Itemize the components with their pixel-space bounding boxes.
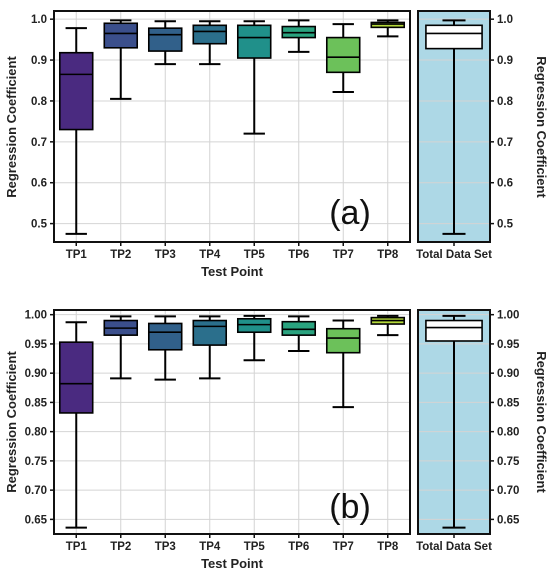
ytick-label-left: 0.5 bbox=[31, 219, 48, 231]
box-tp6 bbox=[281, 19, 317, 53]
y-axis-title-right: Regression Coefficient bbox=[534, 351, 549, 493]
ytick-label-left: 0.80 bbox=[25, 427, 47, 439]
ytick-label-left: 0.95 bbox=[25, 339, 48, 351]
xtick-label: TP4 bbox=[199, 541, 221, 553]
box-iqr bbox=[370, 21, 406, 29]
xtick-label: TP7 bbox=[333, 249, 354, 261]
ytick-label-right: 0.65 bbox=[497, 514, 520, 526]
box-tp6 bbox=[281, 315, 317, 352]
ytick-label-right: 0.80 bbox=[497, 427, 519, 439]
box-iqr bbox=[147, 27, 183, 52]
box-total bbox=[425, 314, 483, 529]
box-iqr bbox=[192, 319, 228, 346]
xtick-label-total: Total Data Set bbox=[416, 541, 492, 553]
box-iqr bbox=[192, 24, 228, 45]
chart-panel-b: 0.65 0.65 0.70 0.70 0.75 0.75 0.80 0.80 0.85 0.85… bbox=[4, 309, 549, 571]
ytick-label-right: 0.9 bbox=[497, 55, 513, 67]
box-iqr bbox=[103, 22, 139, 49]
xtick-label: TP2 bbox=[110, 541, 131, 553]
ytick-label-left: 0.85 bbox=[25, 397, 48, 409]
ytick-label-left: 0.65 bbox=[25, 514, 48, 526]
box-iqr bbox=[325, 327, 361, 354]
box-tp1 bbox=[58, 27, 94, 235]
ytick-label-left: 0.90 bbox=[25, 368, 47, 380]
xtick-label: TP4 bbox=[199, 249, 221, 261]
ytick-label-right: 0.7 bbox=[497, 137, 513, 149]
ytick-label-right: 1.0 bbox=[497, 14, 513, 26]
xtick-label: TP3 bbox=[155, 249, 176, 261]
box-iqr bbox=[425, 319, 483, 342]
ytick-label-right: 0.5 bbox=[497, 219, 514, 231]
xtick-label: TP5 bbox=[244, 541, 266, 553]
box-iqr bbox=[58, 51, 94, 131]
box-tp5 bbox=[236, 314, 272, 362]
xtick-label: TP1 bbox=[66, 541, 88, 553]
box-iqr bbox=[325, 36, 361, 74]
ytick-label-right: 0.8 bbox=[497, 96, 514, 108]
xtick-label-total: Total Data Set bbox=[416, 249, 492, 261]
xtick-label: TP1 bbox=[66, 249, 88, 261]
xtick-label: TP6 bbox=[288, 249, 309, 261]
ytick-label-left: 0.6 bbox=[31, 178, 47, 190]
x-axis-title: Test Point bbox=[201, 556, 264, 571]
box-tp2 bbox=[103, 315, 139, 380]
ytick-label-right: 1.00 bbox=[497, 310, 519, 322]
ytick-label-left: 0.7 bbox=[31, 137, 47, 149]
box-iqr bbox=[281, 320, 317, 336]
box-iqr bbox=[236, 24, 272, 59]
ytick-label-right: 0.95 bbox=[497, 339, 520, 351]
box-tp3 bbox=[147, 20, 183, 66]
xtick-label: TP8 bbox=[377, 249, 399, 261]
xtick-label: TP2 bbox=[110, 249, 131, 261]
ytick-label-left: 0.9 bbox=[31, 55, 47, 67]
ytick-label-right: 0.6 bbox=[497, 178, 513, 190]
box-tp8 bbox=[370, 314, 406, 337]
plot-frame bbox=[53, 10, 411, 243]
xtick-label: TP5 bbox=[244, 249, 266, 261]
xtick-label: TP6 bbox=[288, 541, 309, 553]
ytick-label-left: 0.75 bbox=[25, 456, 48, 468]
y-axis-title-right: Regression Coefficient bbox=[534, 56, 549, 198]
panel-label: (a) bbox=[329, 194, 371, 232]
box-tp7 bbox=[325, 319, 361, 409]
ytick-label-left: 0.70 bbox=[25, 485, 47, 497]
box-iqr bbox=[236, 317, 272, 334]
ytick-label-right: 0.85 bbox=[497, 397, 520, 409]
ytick-label-right: 0.70 bbox=[497, 485, 519, 497]
box-iqr bbox=[147, 322, 183, 351]
ytick-label-right: 0.75 bbox=[497, 456, 520, 468]
plot-frame bbox=[53, 309, 411, 535]
ytick-label-left: 1.0 bbox=[31, 14, 47, 26]
box-tp5 bbox=[236, 20, 272, 135]
chart-panel-a: 0.5 0.5 0.6 0.6 0.7 0.7 0.8 0.8 0.9 0.9 1.0 1.0 TP1 T… bbox=[4, 10, 549, 279]
box-tp1 bbox=[58, 321, 94, 529]
box-iqr bbox=[425, 24, 483, 50]
box-tp4 bbox=[192, 315, 228, 380]
xtick-label: TP3 bbox=[155, 541, 176, 553]
panel-label: (b) bbox=[329, 488, 371, 526]
box-tp7 bbox=[325, 23, 361, 93]
xtick-label: TP7 bbox=[333, 541, 354, 553]
xtick-label: TP8 bbox=[377, 541, 399, 553]
box-tp4 bbox=[192, 20, 228, 66]
y-axis-title-left: Regression Coefficient bbox=[4, 56, 19, 198]
x-axis-title: Test Point bbox=[201, 264, 264, 279]
y-axis-title-left: Regression Coefficient bbox=[4, 351, 19, 493]
box-total bbox=[425, 19, 483, 235]
ytick-label-left: 1.00 bbox=[25, 310, 47, 322]
box-tp8 bbox=[370, 19, 406, 38]
ytick-label-right: 0.90 bbox=[497, 368, 519, 380]
box-tp3 bbox=[147, 315, 183, 381]
box-iqr bbox=[58, 341, 94, 414]
box-tp2 bbox=[103, 19, 139, 100]
ytick-label-left: 0.8 bbox=[31, 96, 48, 108]
